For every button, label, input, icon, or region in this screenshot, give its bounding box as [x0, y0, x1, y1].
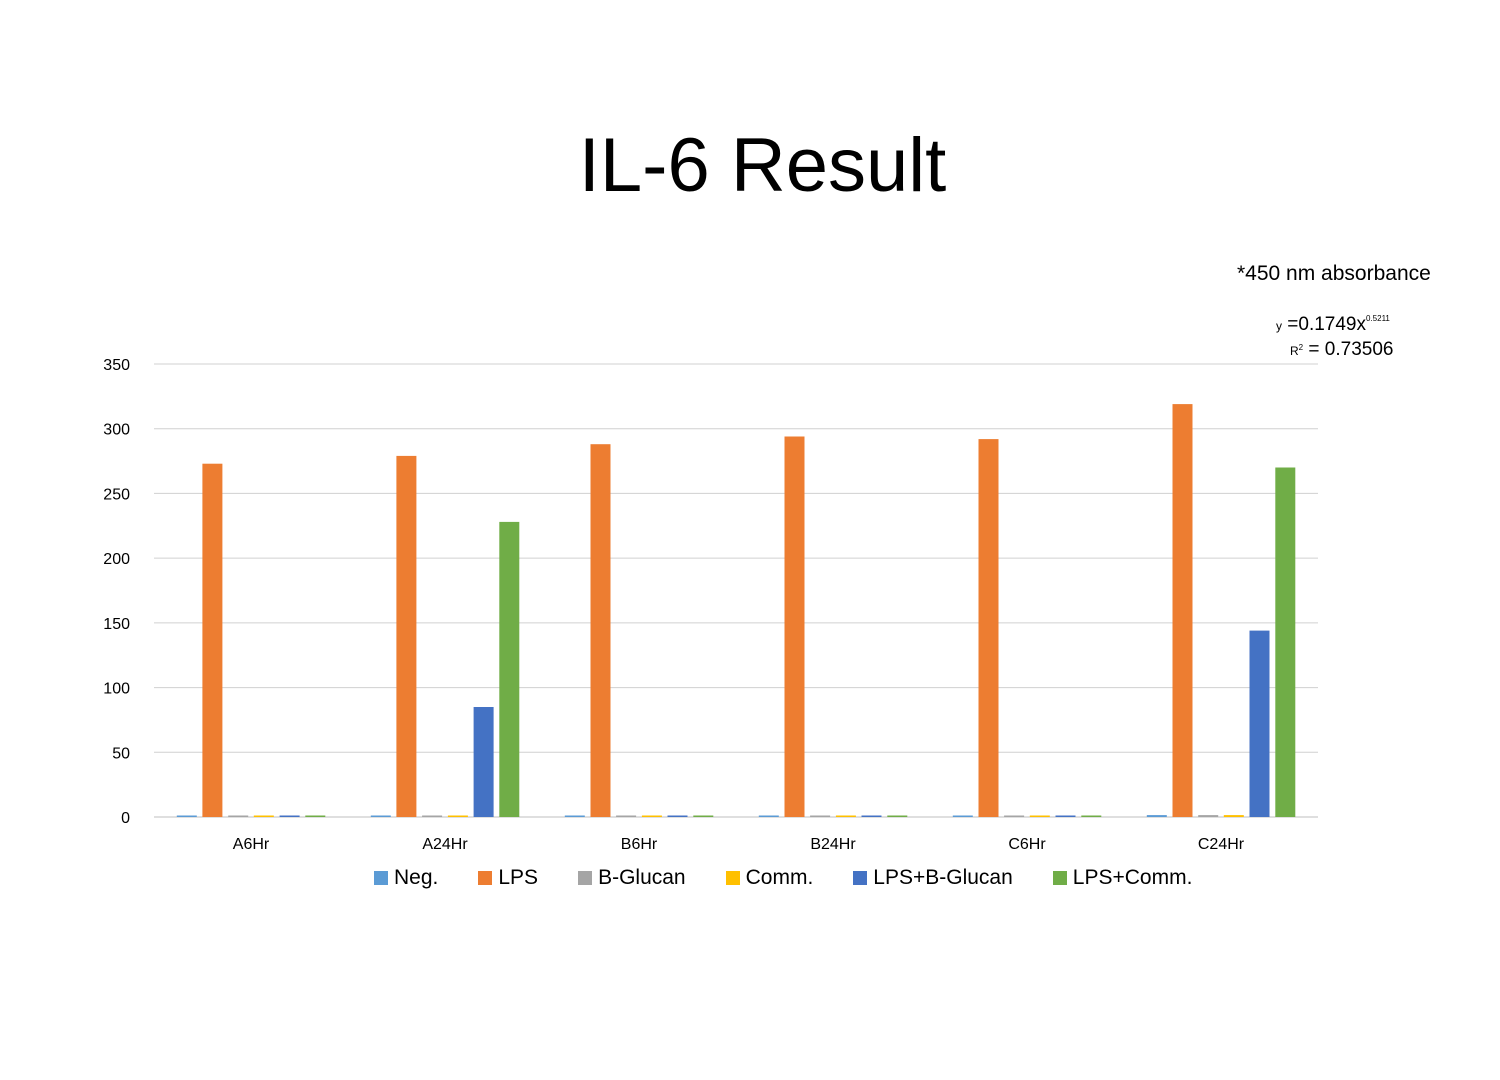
- x-tick-label: C24Hr: [1198, 836, 1245, 853]
- legend-item: B-Glucan: [578, 866, 686, 890]
- bar-neg-b6hr: [564, 815, 585, 817]
- bar-comm-c24hr: [1223, 815, 1244, 817]
- bar-lps-b-glucan-c24hr: [1249, 630, 1270, 817]
- bar-comm-b6hr: [641, 815, 662, 817]
- equation-exponent: 0.5211: [1366, 314, 1390, 323]
- bar-comm-b24hr: [835, 815, 856, 817]
- bar-neg-c24hr: [1146, 815, 1167, 817]
- bar-lps-a24hr: [396, 455, 417, 817]
- legend-swatch: [725, 871, 740, 885]
- legend-item: Neg.: [374, 866, 438, 890]
- r-squared-exponent: 2: [1298, 343, 1304, 352]
- bar-lps-comm-b24hr: [887, 815, 908, 817]
- bar-lps-b-glucan-a24hr: [473, 707, 494, 817]
- legend-swatch: [578, 871, 593, 885]
- absorbance-note: *450 nm absorbance: [1237, 262, 1431, 285]
- bar-b-glucan-b24hr: [810, 815, 831, 817]
- bar-b-glucan-c24hr: [1198, 815, 1219, 817]
- y-tick-label: 200: [103, 551, 130, 568]
- y-tick-label: 50: [112, 745, 130, 762]
- bar-neg-b24hr: [758, 815, 779, 817]
- bar-neg-a24hr: [370, 815, 391, 817]
- y-tick-label: 150: [103, 616, 130, 633]
- bar-lps-c6hr: [978, 439, 999, 817]
- bar-comm-a24hr: [447, 815, 468, 817]
- r-squared: R2 = 0.73506: [1290, 339, 1393, 361]
- y-tick-label: 100: [103, 681, 130, 698]
- legend-swatch: [478, 871, 493, 885]
- equation-body: =0.1749x: [1287, 314, 1366, 335]
- legend-item: LPS: [478, 866, 538, 890]
- bar-lps-comm-b6hr: [693, 815, 714, 817]
- bar-b-glucan-a24hr: [422, 815, 443, 817]
- bar-neg-a6hr: [176, 815, 197, 817]
- bar-neg-c6hr: [952, 815, 973, 817]
- y-tick-label: 250: [103, 486, 130, 503]
- legend-label: LPS: [498, 866, 539, 889]
- x-tick-label: B24Hr: [810, 836, 856, 853]
- bar-b-glucan-c6hr: [1004, 815, 1025, 817]
- legend-label: LPS+B-Glucan: [873, 866, 1013, 889]
- bar-b-glucan-b6hr: [616, 815, 637, 817]
- bar-lps-comm-a6hr: [305, 815, 326, 817]
- x-tick-label: A6Hr: [233, 836, 270, 853]
- legend-swatch: [1052, 871, 1067, 885]
- r-squared-label: R: [1290, 344, 1299, 358]
- legend-label: Comm.: [745, 866, 814, 889]
- bar-lps-a6hr: [202, 463, 223, 817]
- legend-item: LPS+B-Glucan: [853, 866, 1013, 890]
- chart-legend: Neg. LPS B-Glucan Comm. LPS+B-Glucan LPS+Comm…: [374, 866, 1192, 890]
- x-tick-label: C6Hr: [1008, 836, 1046, 853]
- legend-label: LPS+Comm.: [1072, 866, 1193, 889]
- bar-comm-a6hr: [253, 815, 274, 817]
- legend-swatch: [374, 871, 388, 885]
- legend-label: Neg.: [394, 866, 439, 889]
- bar-lps-b24hr: [784, 436, 805, 817]
- chart-title: IL-6 Result: [578, 123, 947, 208]
- bar-lps-comm-a24hr: [499, 521, 520, 817]
- bar-comm-c6hr: [1029, 815, 1050, 817]
- y-tick-label: 0: [121, 810, 130, 827]
- x-tick-label: A24Hr: [422, 836, 468, 853]
- legend-label: B-Glucan: [598, 866, 686, 889]
- legend-item: Comm.: [725, 866, 814, 890]
- bar-lps-b-glucan-b6hr: [667, 815, 688, 817]
- equation-y-label: y: [1276, 319, 1282, 333]
- trendline-equation: y =0.1749x0.5211: [1276, 314, 1390, 336]
- legend-swatch: [853, 871, 868, 885]
- x-tick-label: B6Hr: [621, 836, 658, 853]
- bar-b-glucan-a6hr: [228, 815, 249, 817]
- bar-lps-c24hr: [1172, 404, 1193, 817]
- bar-lps-comm-c24hr: [1275, 467, 1296, 817]
- bar-lps-b-glucan-b24hr: [861, 815, 882, 817]
- bar-lps-b-glucan-a6hr: [279, 815, 300, 817]
- bar-lps-comm-c6hr: [1081, 815, 1102, 817]
- y-tick-label: 300: [103, 422, 130, 439]
- bar-lps-b-glucan-c6hr: [1055, 815, 1076, 817]
- y-tick-label: 350: [103, 357, 130, 374]
- legend-item: LPS+Comm.: [1052, 866, 1193, 890]
- bar-lps-b6hr: [590, 444, 611, 817]
- r-squared-value: = 0.73506: [1308, 339, 1394, 360]
